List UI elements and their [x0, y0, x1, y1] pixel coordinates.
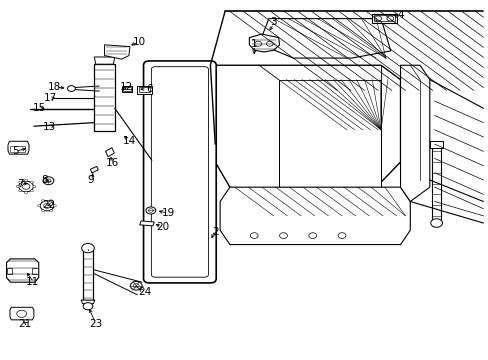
- Circle shape: [430, 219, 442, 227]
- Circle shape: [38, 205, 41, 207]
- Polygon shape: [94, 57, 115, 64]
- Text: 2: 2: [211, 227, 218, 237]
- Bar: [6, 267, 12, 274]
- Circle shape: [19, 181, 33, 192]
- Bar: [122, 86, 132, 92]
- Text: 19: 19: [162, 208, 175, 218]
- Text: 22: 22: [42, 200, 55, 210]
- Bar: [373, 15, 394, 22]
- Polygon shape: [400, 65, 429, 202]
- Text: 1: 1: [250, 39, 257, 49]
- Bar: [139, 87, 150, 93]
- Circle shape: [67, 86, 75, 91]
- Polygon shape: [249, 34, 279, 52]
- Polygon shape: [10, 307, 34, 320]
- Text: 9: 9: [87, 175, 94, 185]
- Circle shape: [250, 233, 258, 238]
- Circle shape: [266, 41, 273, 46]
- Text: 8: 8: [41, 175, 48, 185]
- Circle shape: [148, 209, 153, 212]
- Polygon shape: [6, 259, 39, 282]
- Text: 23: 23: [89, 319, 102, 329]
- Circle shape: [279, 233, 287, 238]
- Bar: [94, 64, 115, 131]
- Polygon shape: [278, 80, 380, 187]
- Circle shape: [33, 185, 36, 188]
- FancyBboxPatch shape: [151, 67, 208, 277]
- Circle shape: [43, 177, 54, 185]
- Circle shape: [41, 200, 44, 202]
- Polygon shape: [140, 221, 154, 226]
- Polygon shape: [220, 187, 409, 244]
- Text: 12: 12: [119, 82, 132, 93]
- Text: 7: 7: [17, 179, 23, 189]
- Text: 24: 24: [138, 287, 151, 297]
- Text: 13: 13: [43, 122, 56, 132]
- Text: 3: 3: [270, 17, 277, 27]
- Text: 10: 10: [133, 37, 146, 47]
- Bar: [10, 146, 25, 152]
- Circle shape: [30, 181, 33, 183]
- Bar: [431, 144, 441, 223]
- Polygon shape: [259, 19, 390, 58]
- Circle shape: [19, 190, 21, 192]
- Bar: [137, 86, 152, 94]
- Circle shape: [43, 203, 50, 208]
- Bar: [371, 14, 396, 23]
- Bar: [82, 250, 93, 300]
- Text: 6: 6: [146, 84, 152, 94]
- Polygon shape: [210, 65, 400, 198]
- Circle shape: [24, 192, 27, 194]
- Circle shape: [41, 210, 44, 212]
- Circle shape: [49, 210, 52, 212]
- Text: 18: 18: [48, 82, 61, 92]
- FancyBboxPatch shape: [143, 61, 216, 283]
- Circle shape: [16, 185, 19, 188]
- Polygon shape: [105, 148, 114, 157]
- Text: 14: 14: [123, 136, 136, 146]
- Circle shape: [81, 243, 94, 253]
- Circle shape: [130, 282, 142, 290]
- Text: 4: 4: [396, 10, 403, 20]
- Circle shape: [133, 284, 139, 288]
- Text: 16: 16: [106, 158, 119, 168]
- Bar: [123, 87, 131, 91]
- Bar: [32, 267, 38, 274]
- Text: 20: 20: [156, 222, 169, 231]
- Circle shape: [22, 184, 30, 189]
- Polygon shape: [8, 141, 29, 154]
- Circle shape: [17, 310, 26, 318]
- Circle shape: [374, 16, 381, 21]
- Polygon shape: [104, 45, 130, 59]
- Text: 11: 11: [26, 277, 39, 287]
- Text: 17: 17: [44, 93, 58, 103]
- Bar: [429, 140, 442, 148]
- Circle shape: [83, 303, 93, 310]
- Polygon shape: [90, 166, 98, 173]
- Circle shape: [308, 233, 316, 238]
- Polygon shape: [81, 300, 95, 304]
- Circle shape: [19, 181, 21, 183]
- Circle shape: [24, 179, 27, 181]
- Circle shape: [49, 200, 52, 202]
- Circle shape: [46, 179, 51, 183]
- Circle shape: [146, 207, 156, 214]
- Circle shape: [337, 233, 345, 238]
- Circle shape: [254, 41, 261, 46]
- Circle shape: [40, 201, 54, 211]
- Text: 15: 15: [33, 103, 46, 113]
- Circle shape: [386, 16, 393, 21]
- Circle shape: [30, 190, 33, 192]
- Text: 5: 5: [12, 146, 19, 156]
- Text: 21: 21: [19, 319, 32, 329]
- Circle shape: [53, 205, 56, 207]
